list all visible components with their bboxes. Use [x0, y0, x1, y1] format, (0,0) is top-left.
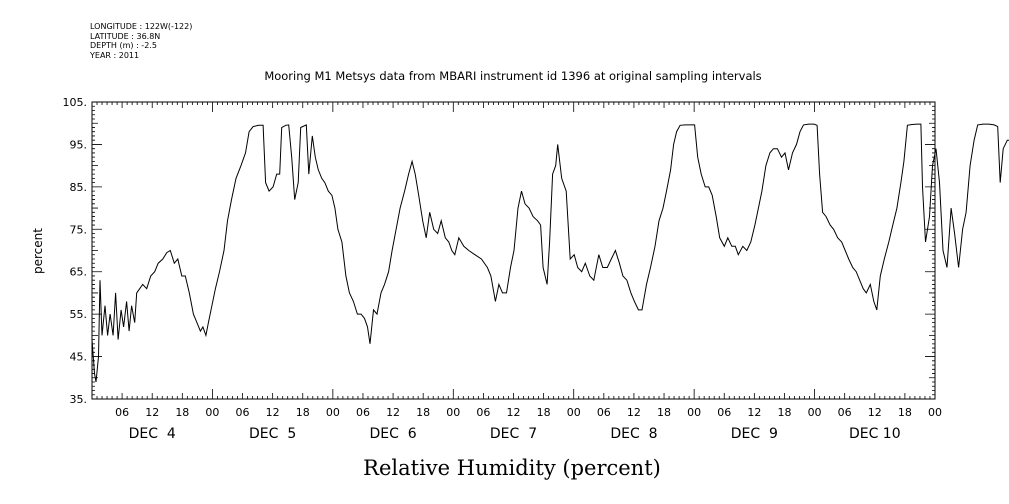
day-label: DEC 10: [849, 426, 901, 442]
x-tick-label: 06: [717, 406, 731, 419]
day-label: DEC 4: [129, 426, 176, 442]
x-tick-label: 06: [356, 406, 370, 419]
x-tick-label: 00: [326, 406, 340, 419]
x-tick-label: 18: [296, 406, 310, 419]
x-tick-label: 18: [657, 406, 671, 419]
axis-ticks: [91, 101, 936, 400]
day-label: DEC 6: [369, 426, 416, 442]
y-tick-label: 95.: [70, 138, 88, 151]
x-tick-label: 00: [687, 406, 701, 419]
x-tick-label: 06: [115, 406, 129, 419]
year-label: YEAR : 2011: [90, 50, 140, 60]
x-tick-label: 12: [145, 406, 159, 419]
day-label: DEC 8: [610, 426, 657, 442]
day-label: DEC 7: [490, 426, 537, 442]
day-label: DEC 5: [249, 426, 296, 442]
x-tick-label: 06: [597, 406, 611, 419]
y-tick-label: 35.: [70, 393, 88, 406]
y-tick-label: 45.: [70, 351, 88, 364]
x-tick-label: 12: [266, 406, 280, 419]
day-labels: DEC 4 DEC 5 DEC 6 DEC 7 DEC 8 DEC 9 DEC 10: [129, 426, 901, 442]
x-tick-label: 00: [205, 406, 219, 419]
y-tick-label: 85.: [70, 181, 88, 194]
day-label: DEC 9: [731, 426, 778, 442]
x-axis-label: Relative Humidity (percent): [363, 456, 661, 480]
x-tick-label: 12: [868, 406, 882, 419]
longitude-label: LONGITUDE : 122W(-122): [90, 22, 193, 31]
x-tick-label: 18: [416, 406, 430, 419]
x-tick-label: 12: [747, 406, 761, 419]
tick-marks: [91, 101, 936, 400]
chart-title: Mooring M1 Metsys data from MBARI instru…: [264, 69, 761, 83]
x-tick-label: 18: [175, 406, 189, 419]
metadata-block: LONGITUDE : 122W(-122) LATITUDE : 36.8N …: [90, 22, 192, 60]
x-tick-labels: 06 12 18 00 06 12 18 00 06 12 18 00 06 12 18 00 06 12 18 00…: [115, 406, 942, 419]
x-tick-label: 12: [386, 406, 400, 419]
y-tick-label: 75.: [70, 223, 88, 236]
x-tick-label: 06: [476, 406, 490, 419]
x-tick-label: 06: [838, 406, 852, 419]
x-tick-label: 00: [808, 406, 822, 419]
x-tick-label: 18: [777, 406, 791, 419]
x-tick-label: 06: [236, 406, 250, 419]
x-tick-label: 18: [898, 406, 912, 419]
y-axis-label: percent: [31, 228, 45, 274]
x-tick-label: 00: [567, 406, 581, 419]
y-tick-labels: 35. 45. 55. 65. 75. 85. 95. 105.: [63, 96, 88, 406]
x-tick-label: 18: [537, 406, 551, 419]
x-tick-label: 12: [507, 406, 521, 419]
depth-label: DEPTH (m) : -2.5: [90, 41, 157, 51]
y-tick-label: 55.: [70, 308, 88, 321]
x-tick-label: 12: [627, 406, 641, 419]
x-tick-label: 00: [446, 406, 460, 419]
y-tick-label: 105.: [63, 96, 88, 109]
x-tick-label: 00: [928, 406, 942, 419]
series-line: [91, 123, 1009, 383]
latitude-label: LATITUDE : 36.8N: [90, 31, 161, 41]
y-tick-label: 65.: [70, 266, 88, 279]
